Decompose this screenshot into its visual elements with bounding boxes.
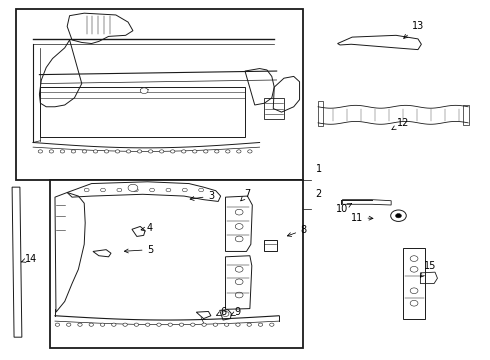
- Circle shape: [410, 256, 418, 261]
- Circle shape: [235, 266, 243, 272]
- Text: 5: 5: [124, 245, 153, 255]
- Circle shape: [84, 188, 89, 192]
- Circle shape: [115, 150, 120, 153]
- Circle shape: [225, 150, 230, 153]
- Circle shape: [112, 323, 116, 326]
- Circle shape: [128, 184, 138, 192]
- Circle shape: [67, 323, 71, 326]
- Circle shape: [149, 188, 154, 192]
- Circle shape: [171, 150, 175, 153]
- Text: 15: 15: [420, 261, 436, 277]
- Circle shape: [247, 150, 252, 153]
- Text: 4: 4: [141, 223, 153, 233]
- Circle shape: [247, 323, 251, 326]
- Circle shape: [410, 288, 418, 294]
- Circle shape: [236, 323, 240, 326]
- Circle shape: [199, 188, 203, 192]
- Circle shape: [100, 188, 105, 192]
- Circle shape: [191, 323, 195, 326]
- Circle shape: [82, 150, 87, 153]
- Circle shape: [126, 150, 131, 153]
- Circle shape: [235, 209, 243, 215]
- Circle shape: [133, 188, 138, 192]
- Circle shape: [410, 266, 418, 272]
- Circle shape: [71, 150, 75, 153]
- Text: 11: 11: [351, 212, 373, 222]
- Circle shape: [100, 323, 105, 326]
- Circle shape: [157, 323, 161, 326]
- Circle shape: [202, 323, 206, 326]
- Circle shape: [137, 150, 142, 153]
- Circle shape: [215, 150, 219, 153]
- Bar: [265, 98, 284, 119]
- Circle shape: [270, 323, 274, 326]
- Text: 12: 12: [392, 118, 410, 130]
- Bar: [264, 240, 277, 251]
- Circle shape: [181, 150, 186, 153]
- Circle shape: [55, 323, 60, 326]
- Text: 13: 13: [404, 21, 424, 39]
- Text: 8: 8: [288, 225, 307, 237]
- Circle shape: [258, 323, 263, 326]
- Circle shape: [134, 323, 139, 326]
- Circle shape: [60, 150, 65, 153]
- Circle shape: [93, 150, 98, 153]
- Text: 14: 14: [22, 253, 37, 264]
- Circle shape: [148, 150, 153, 153]
- Circle shape: [182, 188, 187, 192]
- Circle shape: [391, 210, 406, 221]
- Circle shape: [49, 150, 53, 153]
- Circle shape: [179, 323, 184, 326]
- Circle shape: [123, 323, 127, 326]
- Circle shape: [203, 150, 208, 153]
- Text: 6: 6: [217, 307, 226, 317]
- Circle shape: [168, 323, 172, 326]
- Text: 10: 10: [336, 203, 352, 213]
- Circle shape: [193, 150, 197, 153]
- Text: 2: 2: [316, 189, 322, 199]
- Circle shape: [235, 292, 243, 298]
- Text: 1: 1: [316, 164, 322, 174]
- Bar: [50, 180, 303, 348]
- Circle shape: [78, 323, 82, 326]
- Circle shape: [213, 323, 218, 326]
- Bar: [40, 87, 245, 137]
- Circle shape: [166, 188, 171, 192]
- Circle shape: [159, 150, 164, 153]
- Circle shape: [89, 323, 94, 326]
- Circle shape: [237, 150, 241, 153]
- Circle shape: [235, 279, 243, 285]
- Circle shape: [224, 323, 229, 326]
- Circle shape: [395, 213, 401, 218]
- Text: 3: 3: [190, 191, 214, 201]
- Text: 7: 7: [241, 189, 250, 201]
- Circle shape: [104, 150, 109, 153]
- Circle shape: [38, 150, 43, 153]
- Circle shape: [146, 323, 150, 326]
- Bar: [16, 9, 303, 180]
- Circle shape: [222, 311, 229, 316]
- Circle shape: [140, 88, 148, 94]
- Text: 9: 9: [231, 307, 241, 317]
- Circle shape: [235, 224, 243, 229]
- Circle shape: [117, 188, 122, 192]
- Circle shape: [235, 236, 243, 242]
- Circle shape: [410, 300, 418, 306]
